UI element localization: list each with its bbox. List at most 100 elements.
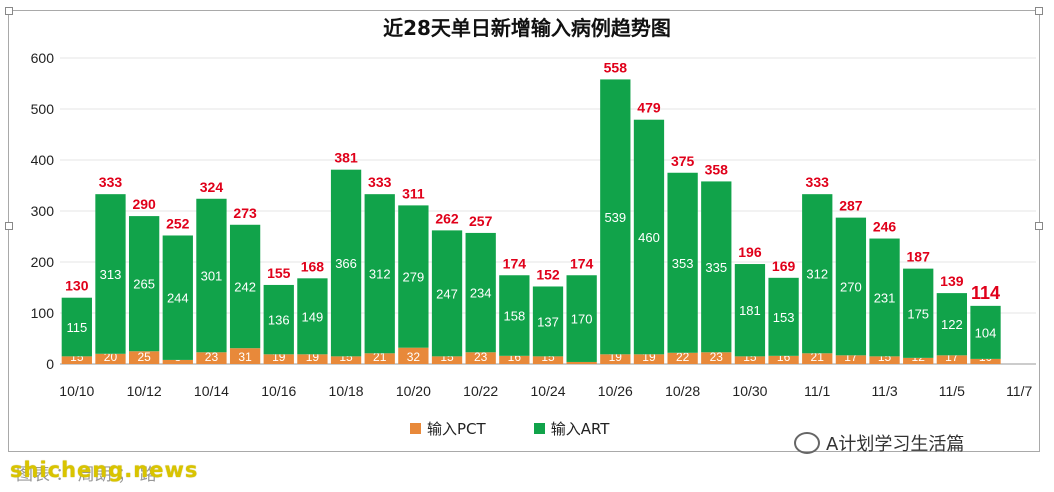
y-tick-label: 300 [31,203,55,219]
bar-art [970,305,1001,359]
bar-art [263,284,294,355]
bar-label-pct: 21 [811,350,825,364]
bar-art [532,286,564,357]
bar-art [667,172,698,353]
legend-swatch-pct [410,423,421,434]
bar-label-art: 122 [941,317,963,332]
bar-art [936,293,968,356]
y-tick-label: 500 [31,101,55,117]
bar-pct [835,355,867,364]
bar-pct [128,351,160,364]
bar-pct [465,352,496,364]
bar-label-art: 270 [840,279,862,294]
bar-label-art: 312 [369,267,391,282]
bar-label-art: 175 [907,306,929,321]
bar-art [768,277,799,356]
x-tick-label: 10/12 [127,383,162,399]
bar-art [95,194,126,354]
bar-label-art: 353 [672,256,694,271]
bar-art [465,232,496,353]
bar-pct [600,354,631,364]
total-label: 311 [402,185,425,201]
total-label: 333 [99,174,123,190]
total-label: 187 [907,249,931,265]
resize-handle[interactable] [5,7,13,15]
bar-label-art: 158 [503,309,525,324]
total-label: 324 [200,179,224,195]
bar-pct [263,354,294,364]
total-label: 381 [334,150,358,166]
total-label: 130 [65,278,89,294]
total-label: 257 [469,213,493,229]
legend-item-art: 输入ART [533,418,610,439]
bar-label-pct: 32 [407,350,421,364]
bar-art [61,297,92,357]
bar-label-art: 170 [571,312,593,327]
bar-pct [869,356,900,364]
bar-art [398,205,429,348]
x-tick-label: 10/16 [261,383,296,399]
legend-label-art: 输入ART [550,420,610,438]
x-tick-label: 10/26 [598,383,633,399]
watermark: shicheng.news [10,458,199,482]
y-tick-label: 0 [46,356,54,372]
bar-pct [768,355,799,364]
bar-art [330,169,362,357]
bar-label-art: 149 [302,309,324,324]
resize-handle[interactable] [1035,7,1043,15]
x-tick-label: 11/3 [871,383,897,399]
bar-label-pct: 23 [474,350,488,364]
bar-art [128,216,160,352]
bar-label-art: 460 [638,230,660,245]
bar-pct [499,355,530,364]
bar-pct [734,356,766,364]
bar-label-art: 312 [806,267,828,282]
x-tick-label: 10/22 [463,383,498,399]
bar-pct [398,347,429,364]
x-tick-label: 11/7 [1006,383,1032,399]
y-tick-label: 400 [31,152,55,168]
bar-pct [431,356,463,364]
bar-art [633,119,665,355]
bar-pct [330,356,362,364]
bar-art [196,198,227,353]
bar-pct [802,353,833,364]
bar-label-pct: 25 [137,350,151,364]
resize-handle[interactable] [5,222,13,230]
legend-item-pct: 输入PCT [410,418,486,439]
bar-pct [364,353,395,364]
bar-label-art: 539 [604,210,626,225]
x-tick-label: 11/5 [939,383,965,399]
bar-pct [532,356,564,364]
bar-label-art: 279 [403,270,425,285]
total-label: 375 [671,153,695,169]
total-label: 196 [738,244,762,260]
bar-label-art: 104 [975,325,997,340]
bar-pct [633,354,665,364]
total-label: 479 [637,100,661,116]
total-label: 273 [233,205,257,221]
bar-label-art: 244 [167,291,189,306]
bar-art [869,238,900,357]
bar-art [835,217,867,356]
bar-art [701,181,732,353]
legend-label-pct: 输入PCT [427,420,486,438]
total-label: 155 [267,265,291,281]
total-label: 152 [536,266,560,282]
total-label: 168 [301,258,325,274]
bar-label-art: 313 [100,267,122,282]
resize-handle[interactable] [1035,222,1043,230]
total-label: 139 [940,273,964,289]
x-tick-label: 11/1 [804,383,830,399]
legend-swatch-art [533,423,545,434]
x-tick-label: 10/30 [732,383,767,399]
bar-label-pct: 31 [238,350,252,364]
total-label: 262 [435,210,459,226]
wechat-brand: A计划学习生活篇 [794,430,964,456]
bar-label-pct: 23 [205,350,219,364]
chart-title: 近28天单日新增输入病例趋势图 [383,16,671,40]
total-label: 252 [166,215,190,231]
caption-text: 图表 ： 周朗 ； 路 [16,465,157,485]
total-label: 558 [604,59,628,75]
bar-label-art: 137 [537,314,559,329]
